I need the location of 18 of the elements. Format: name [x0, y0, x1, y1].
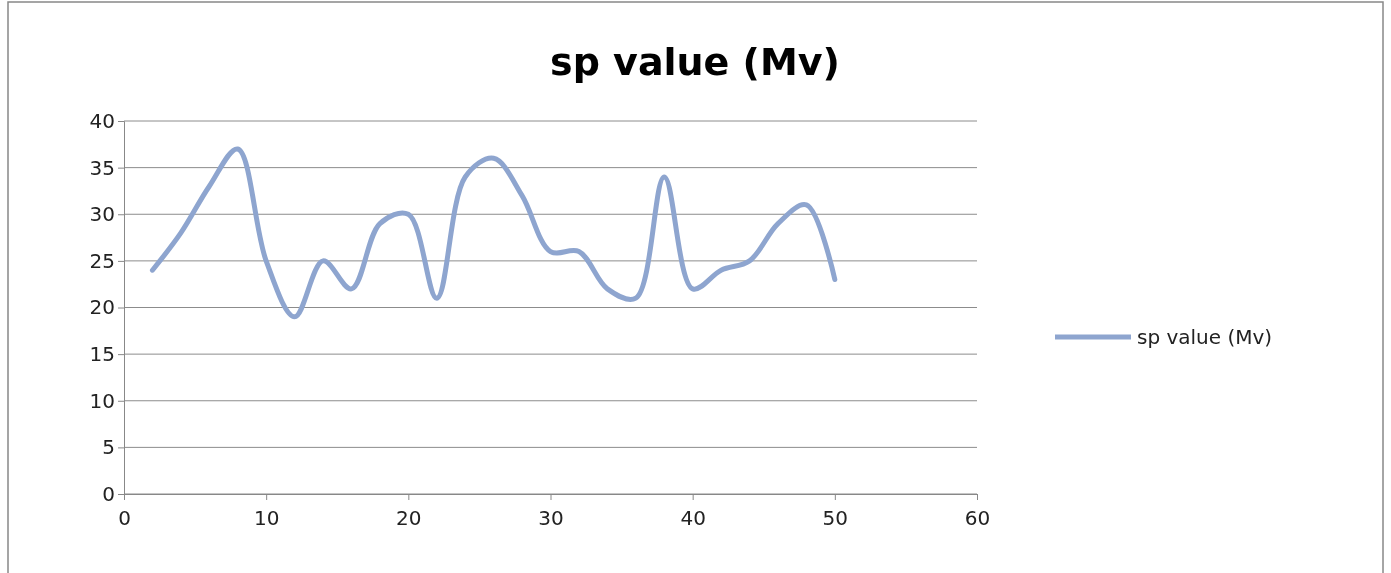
x-tick-label: 30 [538, 506, 564, 530]
x-tick-label: 50 [822, 506, 849, 530]
x-tick-label: 40 [680, 506, 706, 530]
x-tick-label: 60 [964, 506, 991, 530]
y-tick-label: 5 [102, 435, 115, 460]
y-tick-label: 15 [89, 342, 115, 367]
legend-label: sp value (Mv) [1137, 325, 1273, 349]
x-tick-label: 20 [396, 506, 422, 530]
y-tick-label: 0 [102, 481, 115, 506]
x-tick-label: 0 [118, 506, 131, 530]
y-tick-label: 40 [89, 108, 115, 133]
y-tick-label: 30 [89, 202, 115, 227]
y-tick-label: 35 [89, 155, 115, 180]
x-tick-label: 10 [253, 506, 280, 530]
y-tick-label: 20 [89, 295, 115, 320]
y-tick-label: 10 [89, 388, 115, 413]
chart-title: sp value (Mv) [550, 40, 840, 84]
y-tick-label: 25 [89, 248, 115, 273]
